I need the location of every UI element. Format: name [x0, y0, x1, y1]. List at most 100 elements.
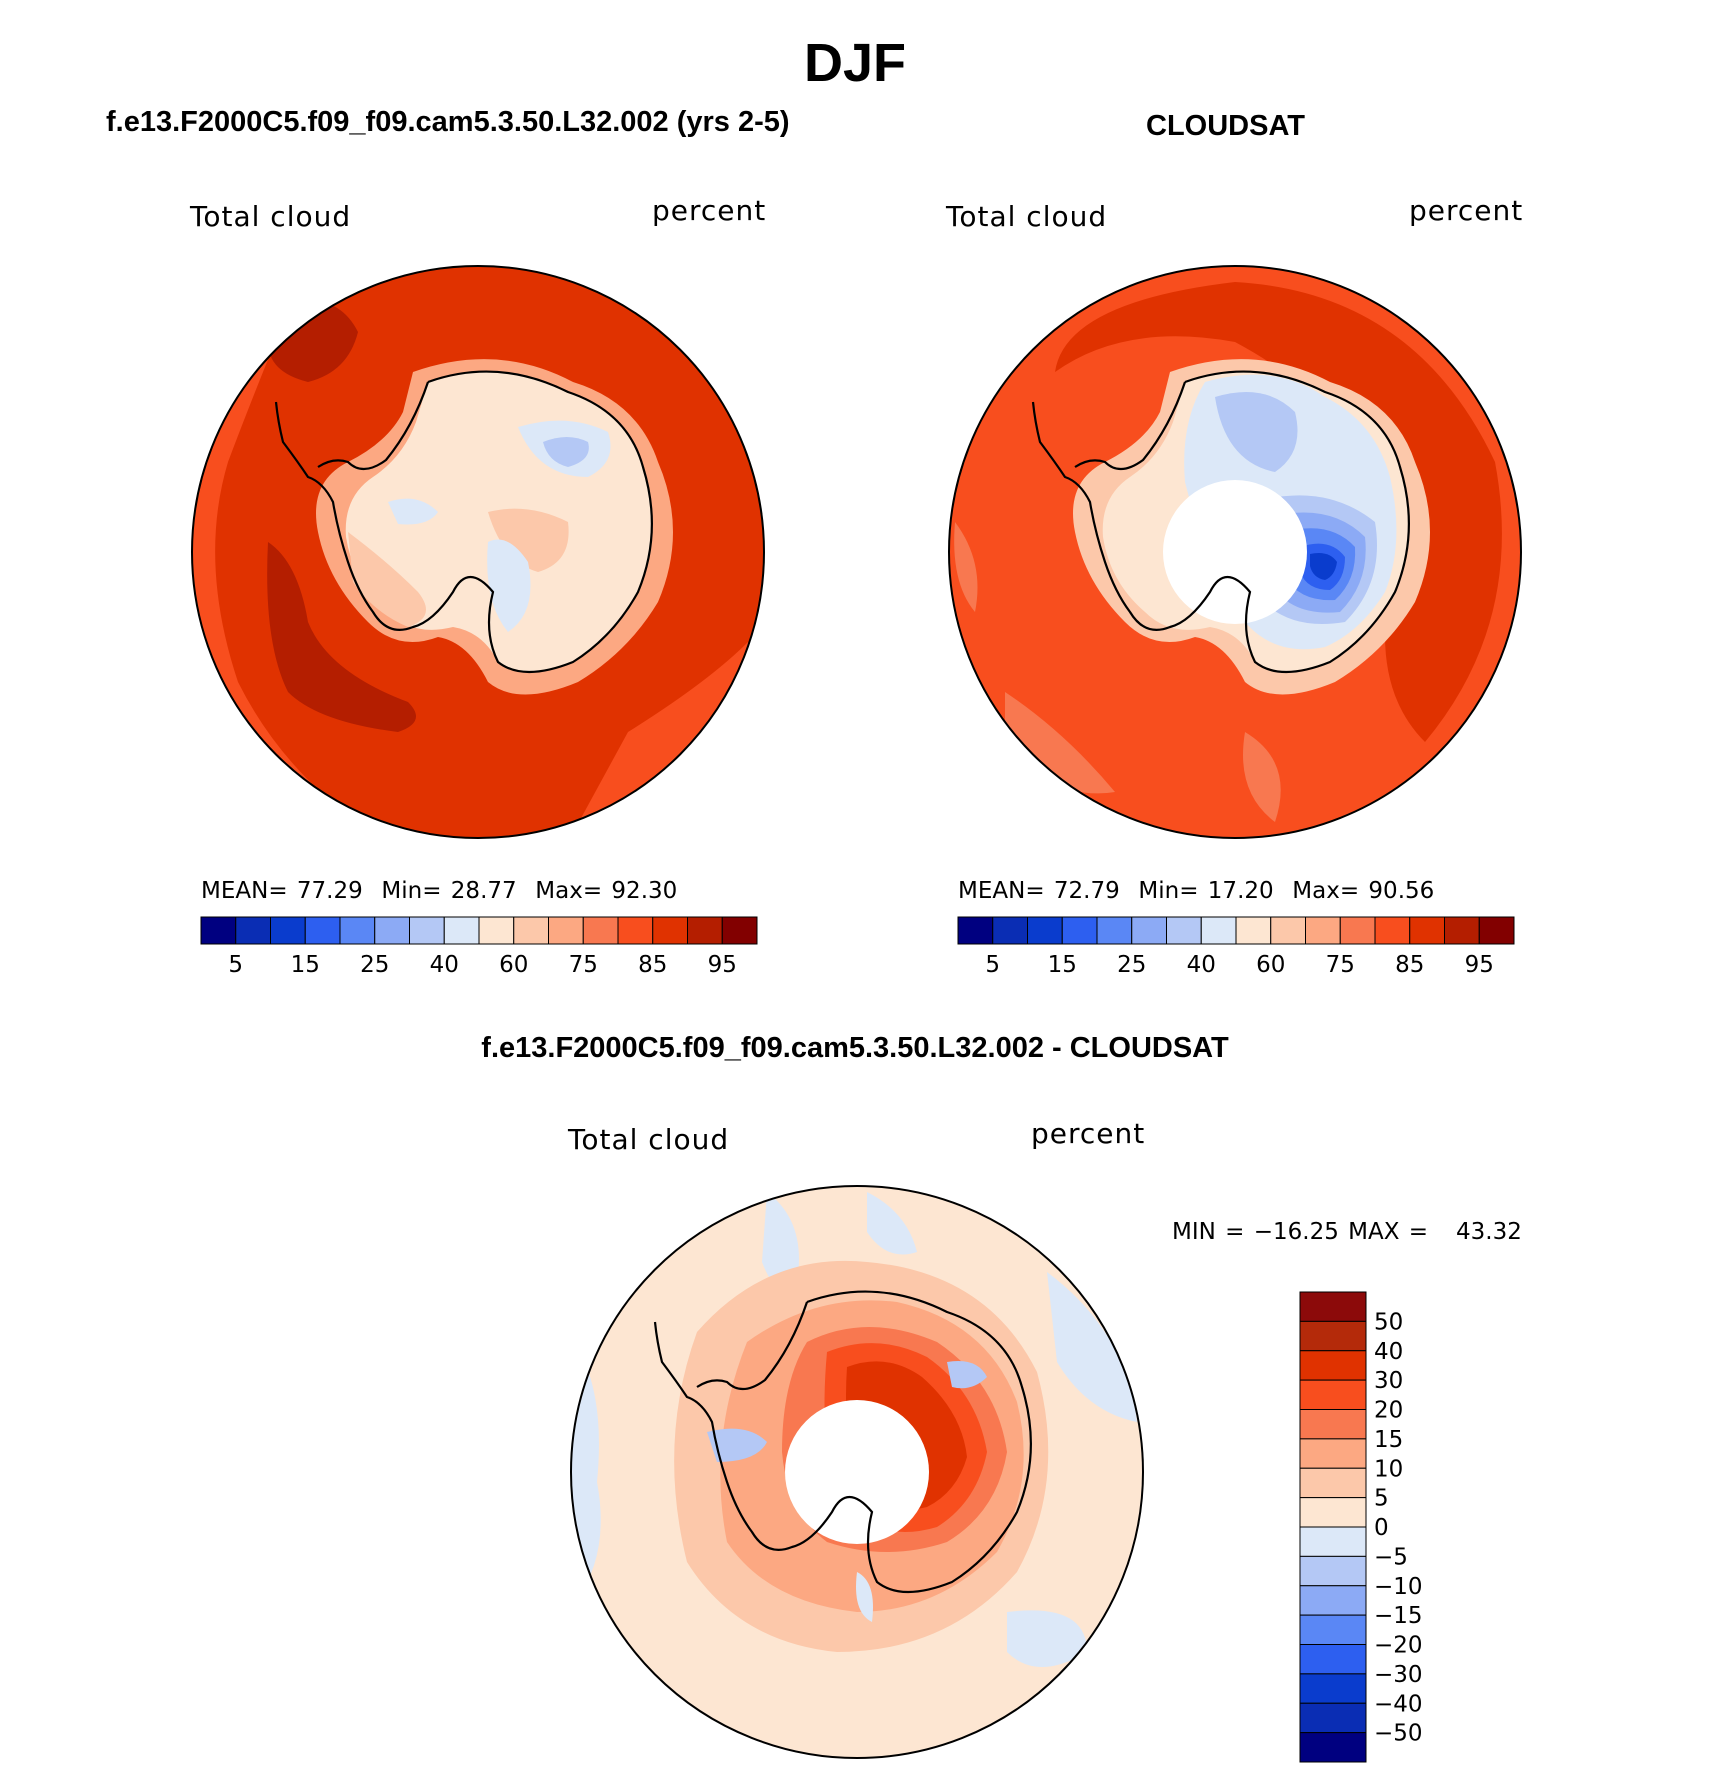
model-ocean-light-band-right: [568, 266, 764, 838]
colorbar-tick-label: 15: [291, 952, 320, 978]
diff-colorbar-swatch: [1299, 1497, 1367, 1528]
diff-colorbar-tick-label: 20: [1374, 1398, 1403, 1424]
colorbar-tick-label: 25: [1117, 952, 1146, 978]
diff-colorbar-swatch: [1299, 1585, 1367, 1616]
colorbar-swatch: [1339, 916, 1376, 945]
colorbar-tick-label: 75: [569, 952, 598, 978]
diff-colorbar-swatch: [1299, 1702, 1367, 1734]
diff-left-label: Total cloud: [568, 1123, 730, 1156]
model-colorbar: 5 15 25 40 60 75 85 95: [200, 916, 758, 978]
obs-max-value: 90.56: [1368, 878, 1435, 904]
diff-colorbar-tick-label: 50: [1374, 1309, 1403, 1335]
colorbar-swatch: [992, 916, 1028, 945]
diff-colorbar-tick-label: 0: [1374, 1515, 1389, 1541]
colorbar-swatch: [1027, 916, 1063, 945]
diff-colorbar-tick-label: −10: [1374, 1574, 1423, 1600]
diff-blue-2: [762, 1192, 799, 1289]
obs-min-value: 17.20: [1207, 878, 1274, 904]
diff-colorbar-swatch: [1299, 1644, 1367, 1675]
colorbar-tick-label: 85: [1395, 952, 1424, 978]
colorbar-swatch: [409, 916, 445, 945]
obs-left-label: Total cloud: [946, 200, 1108, 233]
diff-colorbar-tick-label: 15: [1374, 1427, 1403, 1453]
diff-colorbar-tick-label: 40: [1374, 1339, 1403, 1365]
diff-colorbar-swatch: [1299, 1438, 1367, 1469]
model-min-label: Min=: [381, 878, 442, 904]
model-coastline: [274, 370, 653, 674]
obs-mean-label: MEAN=: [958, 878, 1045, 904]
colorbar-swatch: [478, 916, 515, 945]
colorbar-swatch: [1270, 916, 1306, 945]
diff-coastline: [653, 1290, 1032, 1594]
colorbar-swatch: [235, 916, 271, 945]
diff-colorbar-swatch: [1299, 1673, 1367, 1704]
colorbar-swatch: [513, 916, 549, 945]
colorbar-tick-label: 25: [360, 952, 389, 978]
obs-land-blue-deepest: [1310, 553, 1337, 580]
model-map-frame: [191, 265, 765, 839]
colorbar-tick-label: 60: [499, 952, 528, 978]
obs-stats: MEAN= 72.79 Min= 17.20 Max= 90.56: [958, 878, 1434, 904]
model-mean-value: 77.29: [296, 878, 363, 904]
colorbar-swatch: [1409, 916, 1445, 945]
diff-colorbar-swatch: [1299, 1614, 1367, 1645]
colorbar-tick-label: 5: [985, 952, 1000, 978]
model-land-blue-4: [388, 498, 438, 525]
colorbar-swatch: [1235, 916, 1272, 945]
colorbar-swatch: [1305, 916, 1341, 945]
diff-units-label: percent: [1031, 1117, 1146, 1150]
colorbar-swatch: [687, 916, 723, 945]
colorbar-tick-label: 75: [1326, 952, 1355, 978]
model-ocean-dark-patch-2: [267, 542, 416, 732]
colorbar-tick-label: 95: [708, 952, 737, 978]
model-ocean-light-band: [192, 266, 388, 838]
diff-blue-land-3: [856, 1572, 873, 1622]
colorbar-swatch: [304, 916, 341, 945]
colorbar-tick-label: 60: [1256, 952, 1285, 978]
colorbar-swatch: [1478, 916, 1515, 945]
model-mean-label: MEAN=: [201, 878, 288, 904]
model-land-blue-3: [487, 539, 531, 632]
diff-colorbar-swatch: [1299, 1350, 1367, 1381]
model-case-title: f.e13.F2000C5.f09_f09.cam5.3.50.L32.002 …: [106, 106, 790, 138]
obs-missing-hole: [1163, 480, 1307, 624]
diff-minmax: MIN = −16.25 MAX = 43.32: [1172, 1219, 1522, 1245]
colorbar-swatch: [652, 916, 688, 945]
diff-colorbar-swatch: [1299, 1291, 1367, 1322]
colorbar-swatch: [721, 916, 758, 945]
model-stats: MEAN= 77.29 Min= 28.77 Max= 92.30: [201, 878, 677, 904]
model-land-blue-2: [543, 437, 589, 467]
obs-map: [948, 265, 1522, 839]
diff-map: [570, 1185, 1144, 1759]
colorbar-swatch: [1166, 916, 1202, 945]
obs-mean-value: 72.79: [1053, 878, 1120, 904]
colorbar-tick-label: 40: [1187, 952, 1216, 978]
diff-colorbar-swatch: [1299, 1409, 1367, 1440]
diff-colorbar-swatch: [1299, 1379, 1367, 1410]
obs-map-frame: [948, 265, 1522, 839]
diff-blue-land-1: [707, 1428, 767, 1462]
diff-colorbar-tick-label: 5: [1374, 1486, 1389, 1512]
colorbar-swatch: [339, 916, 376, 945]
colorbar-tick-label: 5: [228, 952, 243, 978]
model-max-label: Max=: [535, 878, 603, 904]
diff-colorbar-swatch: [1299, 1467, 1367, 1499]
diff-missing-hole: [785, 1400, 929, 1544]
diff-colorbar-tick-label: −5: [1374, 1544, 1408, 1570]
colorbar-swatch: [582, 916, 619, 945]
obs-land-blue-1: [1215, 392, 1298, 472]
model-map: [191, 265, 765, 839]
colorbar-swatch: [1374, 916, 1411, 945]
obs-case-title: CLOUDSAT: [1146, 110, 1305, 142]
diff-colorbar-swatch: [1299, 1732, 1367, 1763]
colorbar-tick-label: 95: [1465, 952, 1494, 978]
diff-colorbar-tick-label: −30: [1374, 1662, 1423, 1688]
obs-min-label: Min=: [1138, 878, 1199, 904]
diff-colorbar-swatch: [1299, 1555, 1367, 1587]
diff-blue-4: [1007, 1610, 1087, 1667]
model-land-pink-1: [348, 532, 426, 627]
diff-colorbar-tick-label: −40: [1374, 1691, 1423, 1717]
diff-colorbar-tick-label: −50: [1374, 1721, 1423, 1747]
diff-case-title: f.e13.F2000C5.f09_f09.cam5.3.50.L32.002 …: [481, 1032, 1229, 1064]
colorbar-swatch: [548, 916, 584, 945]
